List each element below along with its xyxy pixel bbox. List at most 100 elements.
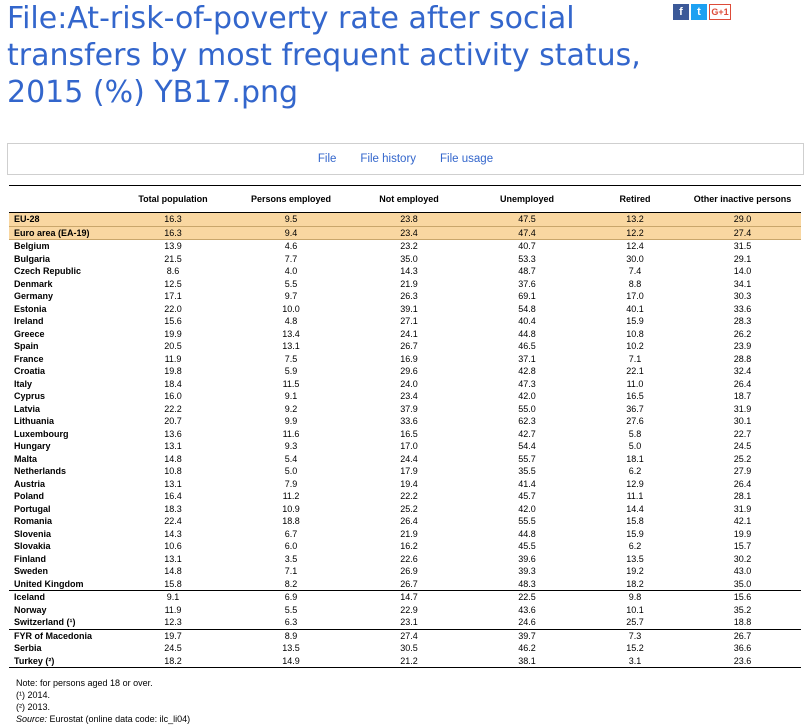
row-value: 21.9	[400, 528, 418, 539]
row-value: 25.2	[733, 453, 752, 464]
row-value: 30.2	[733, 553, 752, 564]
row-value: 19.7	[114, 628, 232, 642]
row-value: 4.8	[284, 316, 298, 326]
table-row: Netherlands 10.8 5.0 17.9 35.5 6.2 27.9	[9, 465, 801, 478]
row-value: 8.9	[232, 628, 350, 642]
table-row: Portugal 18.3 10.9 25.2 42.0 14.4 31.9	[9, 503, 801, 516]
row-value: 15.7	[733, 541, 752, 551]
row-value: 42.0	[518, 391, 536, 401]
table-row: Turkey (²) 18.2 14.9 21.2 38.1 3.1 23.6	[9, 654, 801, 668]
row-value: 47.4	[468, 226, 586, 240]
row-value: 27.6	[626, 416, 644, 426]
row-country-name: Slovenia	[14, 528, 52, 539]
row-value: 23.4	[400, 391, 418, 401]
row-value: 26.3	[400, 291, 418, 301]
row-value: 27.1	[400, 316, 418, 326]
row-value: 18.2	[114, 654, 232, 668]
row-value: 39.1	[400, 303, 418, 314]
row-value: 23.6	[684, 654, 801, 668]
row-country-name: Sweden	[14, 566, 49, 576]
table-row: United Kingdom 15.8 8.2 26.7 48.3 18.2 35.0	[9, 578, 801, 591]
row-value: 42.0	[518, 503, 536, 514]
header-country	[9, 186, 114, 213]
row-value: 6.2	[628, 466, 642, 476]
row-value: 36.6	[733, 643, 752, 653]
table-row: Croatia 19.8 5.9 29.6 42.8 22.1 32.4	[9, 365, 801, 378]
row-value: 24.4	[400, 453, 418, 464]
row-value: 9.1	[114, 590, 232, 604]
row-country-name: France	[14, 353, 44, 364]
google-plus-icon[interactable]: G+1	[709, 4, 731, 20]
tab-file[interactable]: File	[317, 153, 337, 165]
row-value: 48.3	[518, 578, 536, 589]
row-value: 16.4	[164, 491, 182, 501]
row-value: 14.4	[626, 503, 644, 514]
row-country-name: Cyprus	[14, 391, 46, 401]
row-value: 16.5	[626, 391, 644, 401]
row-value: 69.1	[518, 291, 536, 301]
row-value: 13.2	[586, 212, 684, 226]
row-value: 45.7	[518, 491, 536, 501]
table-row: Latvia 22.2 9.2 37.9 55.0 36.7 31.9	[9, 403, 801, 416]
row-value: 5.5	[284, 604, 298, 615]
row-value: 55.0	[518, 403, 536, 414]
row-value: 17.1	[164, 291, 182, 301]
header-unemployed: Unemployed	[499, 194, 554, 204]
row-value: 6.9	[232, 590, 350, 604]
row-value: 19.4	[400, 478, 418, 489]
row-country-name: Belgium	[14, 241, 50, 251]
row-value: 6.2	[628, 541, 642, 551]
table-row: Slovakia 10.6 6.0 16.2 45.5 6.2 15.7	[9, 540, 801, 553]
row-value: 26.2	[733, 328, 752, 339]
page-title: File:At-risk-of-poverty rate after socia…	[7, 1, 641, 110]
row-value: 43.0	[733, 566, 752, 576]
row-value: 22.6	[400, 553, 418, 564]
row-value: 13.4	[282, 328, 300, 339]
row-value: 40.1	[626, 303, 644, 314]
row-value: 37.6	[518, 278, 536, 289]
row-value: 47.3	[518, 378, 536, 389]
row-value: 17.9	[400, 466, 418, 476]
tab-file-usage[interactable]: File usage	[440, 153, 494, 165]
row-value: 28.3	[733, 316, 752, 326]
row-country-name: United Kingdom	[14, 578, 84, 589]
row-value: 13.5	[282, 643, 300, 653]
row-value: 13.9	[164, 241, 182, 251]
poverty-rate-table: Total population Persons employed Not em…	[9, 185, 801, 668]
row-value: 20.5	[164, 341, 182, 351]
row-value: 8.6	[166, 266, 180, 276]
row-value: 54.4	[518, 441, 536, 451]
facebook-icon[interactable]: f	[673, 4, 689, 20]
row-value: 27.4	[684, 226, 801, 240]
tab-file-history[interactable]: File history	[360, 153, 417, 165]
row-value: 7.7	[284, 253, 298, 264]
note-2013: (²) 2013.	[16, 702, 51, 712]
row-value: 55.5	[518, 516, 536, 526]
row-value: 6.7	[284, 528, 298, 539]
row-country-name: Greece	[14, 328, 45, 339]
row-value: 9.3	[284, 441, 298, 451]
row-value: 7.3	[586, 628, 684, 642]
row-value: 31.9	[733, 503, 752, 514]
row-value: 7.5	[284, 353, 298, 364]
row-value: 18.2	[626, 578, 644, 589]
row-value: 39.6	[518, 553, 536, 564]
row-value: 12.9	[626, 478, 644, 489]
twitter-icon[interactable]: t	[691, 4, 707, 20]
row-value: 9.9	[284, 416, 298, 426]
row-value: 9.7	[284, 291, 298, 301]
row-value: 54.8	[518, 303, 536, 314]
row-value: 9.5	[232, 212, 350, 226]
row-value: 62.3	[518, 416, 536, 426]
table-row: Bulgaria 21.5 7.7 35.0 53.3 30.0 29.1	[9, 253, 801, 266]
row-value: 53.3	[518, 253, 536, 264]
row-country-name: Norway	[14, 604, 47, 615]
row-value: 6.3	[284, 617, 298, 627]
row-value: 22.0	[164, 303, 182, 314]
row-value: 24.1	[400, 328, 418, 339]
row-value: 15.6	[684, 590, 801, 604]
table-row: Malta 14.8 5.4 24.4 55.7 18.1 25.2	[9, 453, 801, 466]
row-value: 46.5	[518, 341, 536, 351]
footnotes: Note: for persons aged 18 or over. (¹) 2…	[16, 677, 190, 725]
row-country-name: Netherlands	[14, 466, 67, 476]
